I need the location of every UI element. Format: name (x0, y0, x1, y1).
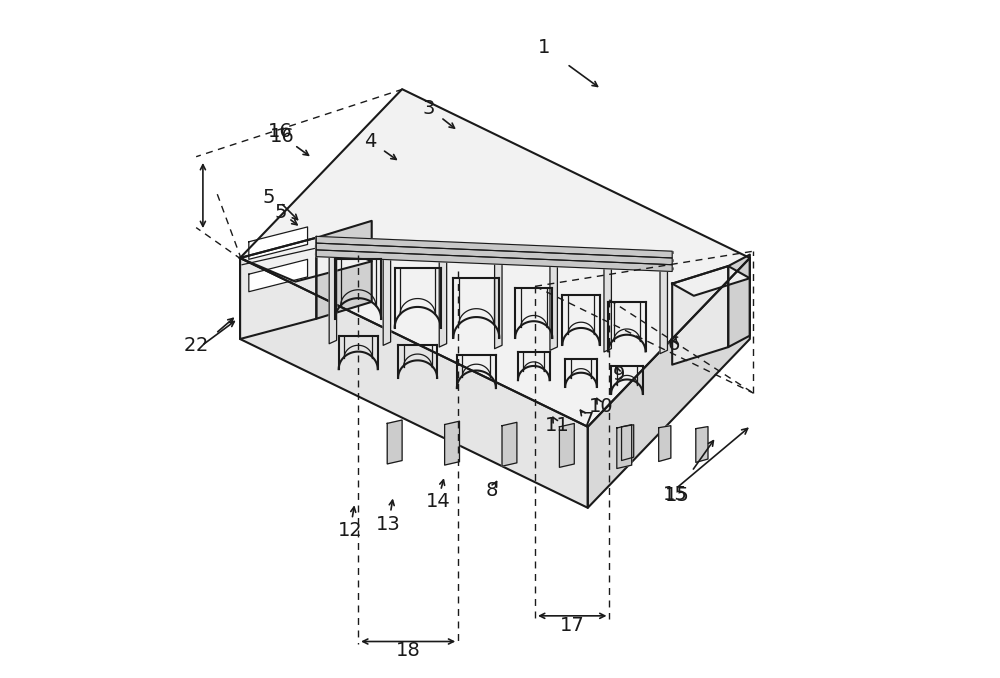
Polygon shape (588, 258, 750, 508)
Polygon shape (240, 89, 750, 426)
Text: 2: 2 (195, 336, 208, 355)
Polygon shape (240, 238, 372, 281)
Polygon shape (696, 426, 708, 462)
Text: 9: 9 (613, 365, 625, 384)
Polygon shape (240, 258, 588, 508)
Polygon shape (249, 227, 308, 259)
Text: 15: 15 (664, 486, 689, 505)
Text: 17: 17 (560, 616, 585, 635)
Text: 15: 15 (663, 485, 688, 504)
Polygon shape (329, 243, 337, 344)
Polygon shape (316, 250, 672, 271)
Polygon shape (672, 266, 750, 296)
Polygon shape (622, 424, 634, 460)
Polygon shape (495, 247, 502, 348)
Polygon shape (604, 251, 611, 352)
Polygon shape (383, 244, 391, 345)
Text: 16: 16 (270, 127, 295, 146)
Text: 2: 2 (183, 336, 196, 355)
Text: 8: 8 (486, 481, 498, 500)
Text: 14: 14 (426, 492, 450, 511)
Text: 1: 1 (538, 38, 550, 57)
Text: 5: 5 (263, 188, 275, 207)
Polygon shape (249, 259, 308, 292)
Polygon shape (559, 424, 574, 467)
Polygon shape (550, 249, 557, 351)
Text: 10: 10 (589, 397, 614, 416)
Polygon shape (316, 237, 672, 258)
Polygon shape (439, 245, 447, 347)
Text: 5: 5 (274, 203, 287, 222)
Text: 18: 18 (396, 641, 421, 660)
Text: 6: 6 (668, 335, 680, 354)
Text: 13: 13 (376, 515, 401, 534)
Text: 3: 3 (423, 98, 435, 117)
Polygon shape (672, 266, 728, 365)
Polygon shape (659, 426, 671, 462)
Polygon shape (617, 424, 632, 468)
Polygon shape (445, 421, 459, 465)
Polygon shape (316, 243, 672, 264)
Polygon shape (316, 221, 372, 319)
Text: 11: 11 (545, 416, 570, 435)
Text: 7: 7 (582, 410, 594, 430)
Polygon shape (502, 422, 517, 466)
Polygon shape (240, 238, 316, 339)
Polygon shape (660, 252, 667, 354)
Text: 12: 12 (338, 521, 362, 540)
Text: 4: 4 (364, 132, 377, 151)
Polygon shape (387, 420, 402, 464)
Text: 16: 16 (268, 121, 293, 140)
Polygon shape (728, 255, 750, 347)
